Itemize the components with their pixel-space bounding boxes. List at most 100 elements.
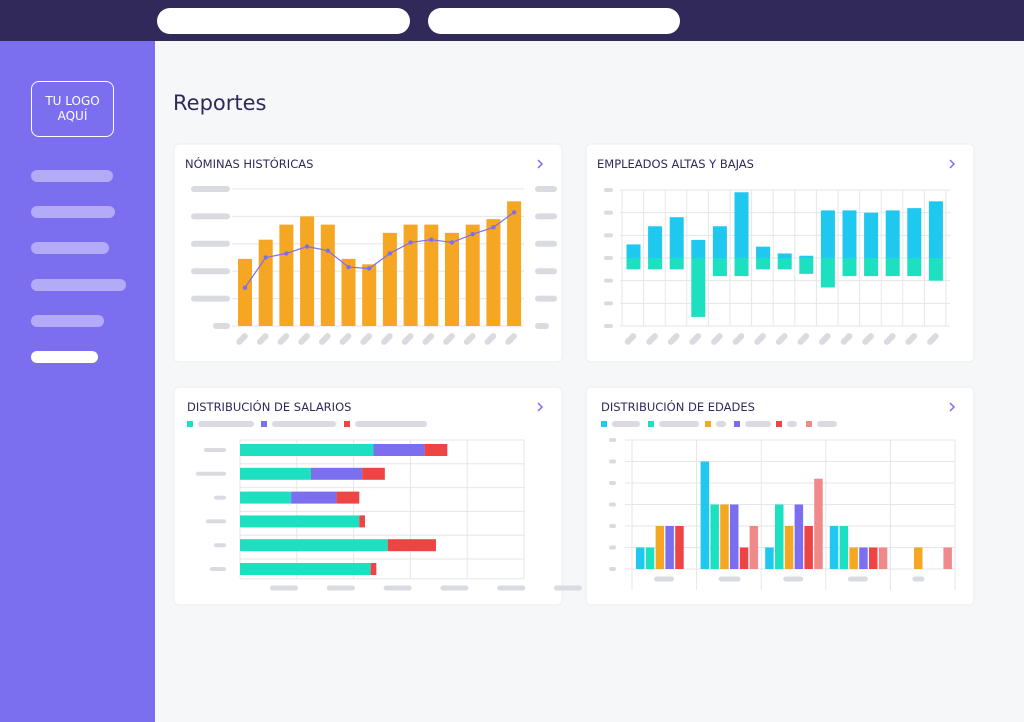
bar [507,201,522,326]
bar-segment [240,491,292,504]
line-point [408,240,413,245]
search-field[interactable] [428,8,680,34]
open-report[interactable] [949,402,956,412]
open-report[interactable] [949,159,956,169]
placeholder [497,585,526,591]
placeholder [659,421,699,427]
placeholder [604,324,613,329]
bar [914,547,923,569]
bar [799,255,814,258]
line-point [511,210,517,215]
placeholder [270,585,298,591]
line-point [304,244,310,249]
menu-item[interactable] [31,315,104,327]
bar [636,547,645,569]
bar-segment [240,467,311,480]
placeholder [604,301,613,306]
placeholder [213,323,230,329]
bar-segment [387,539,436,552]
bar [820,258,835,288]
x-placeholder [256,333,269,345]
bar [907,258,922,277]
placeholder [912,576,925,582]
open-report[interactable] [537,159,544,169]
line-point [470,232,475,237]
bar [756,258,771,270]
x-placeholder [443,333,455,345]
search-field[interactable] [157,8,410,34]
bar [320,224,335,326]
placeholder [383,585,412,591]
placeholder [191,268,230,275]
bar [734,258,749,277]
legend-swatch [806,421,812,427]
line-point [242,285,248,290]
open-report[interactable] [537,402,544,412]
menu-item-active[interactable] [31,351,98,363]
x-placeholder [754,333,766,345]
legend-swatch [261,421,267,427]
menu-item[interactable] [31,242,109,254]
bar [739,547,749,569]
bar [765,547,774,569]
legend-swatch [705,421,711,427]
x-placeholder [646,333,658,345]
bar [486,219,501,326]
line-point [325,248,330,253]
placeholder [535,295,557,302]
legend-swatch [734,421,740,427]
bar [710,504,719,569]
placeholder [535,268,557,275]
x-placeholder [905,333,918,345]
x-placeholder [401,333,414,345]
legend-swatch [187,421,193,427]
bar [258,239,273,326]
card [585,386,975,606]
bar [756,246,771,258]
placeholder [535,186,557,192]
bar-segment [359,515,365,528]
placeholder [326,585,355,591]
placeholder [535,240,557,247]
bar [820,210,835,258]
top-bar [0,0,1024,41]
bar [885,258,900,277]
placeholder [787,421,797,427]
bar [859,547,868,569]
bar-segment [240,515,360,528]
bar [626,258,641,270]
x-placeholder [883,333,896,345]
placeholder [554,585,582,591]
placeholder [745,421,771,427]
bar-segment [291,491,337,504]
bar [626,244,641,258]
placeholder [609,502,616,507]
bar-segment [373,444,425,456]
placeholder [609,545,616,550]
logo[interactable]: TU LOGO AQUÍ [31,81,114,137]
bar [928,258,943,281]
line-point [367,266,372,271]
bar [829,526,839,569]
bar [842,258,857,277]
bar [734,192,749,258]
bar [465,224,480,326]
bar [943,547,952,569]
x-placeholder [422,333,435,345]
x-placeholder [277,333,290,345]
menu-item[interactable] [31,279,126,291]
placeholder [191,213,230,220]
menu-item[interactable] [31,206,115,218]
bar [691,258,706,317]
bar [720,504,729,569]
menu-item[interactable] [31,170,113,182]
bar [730,504,739,569]
line-point [491,225,496,230]
placeholder [783,576,804,582]
placeholder [609,524,616,528]
placeholder [817,421,837,427]
bar [842,210,857,258]
line [244,211,515,288]
